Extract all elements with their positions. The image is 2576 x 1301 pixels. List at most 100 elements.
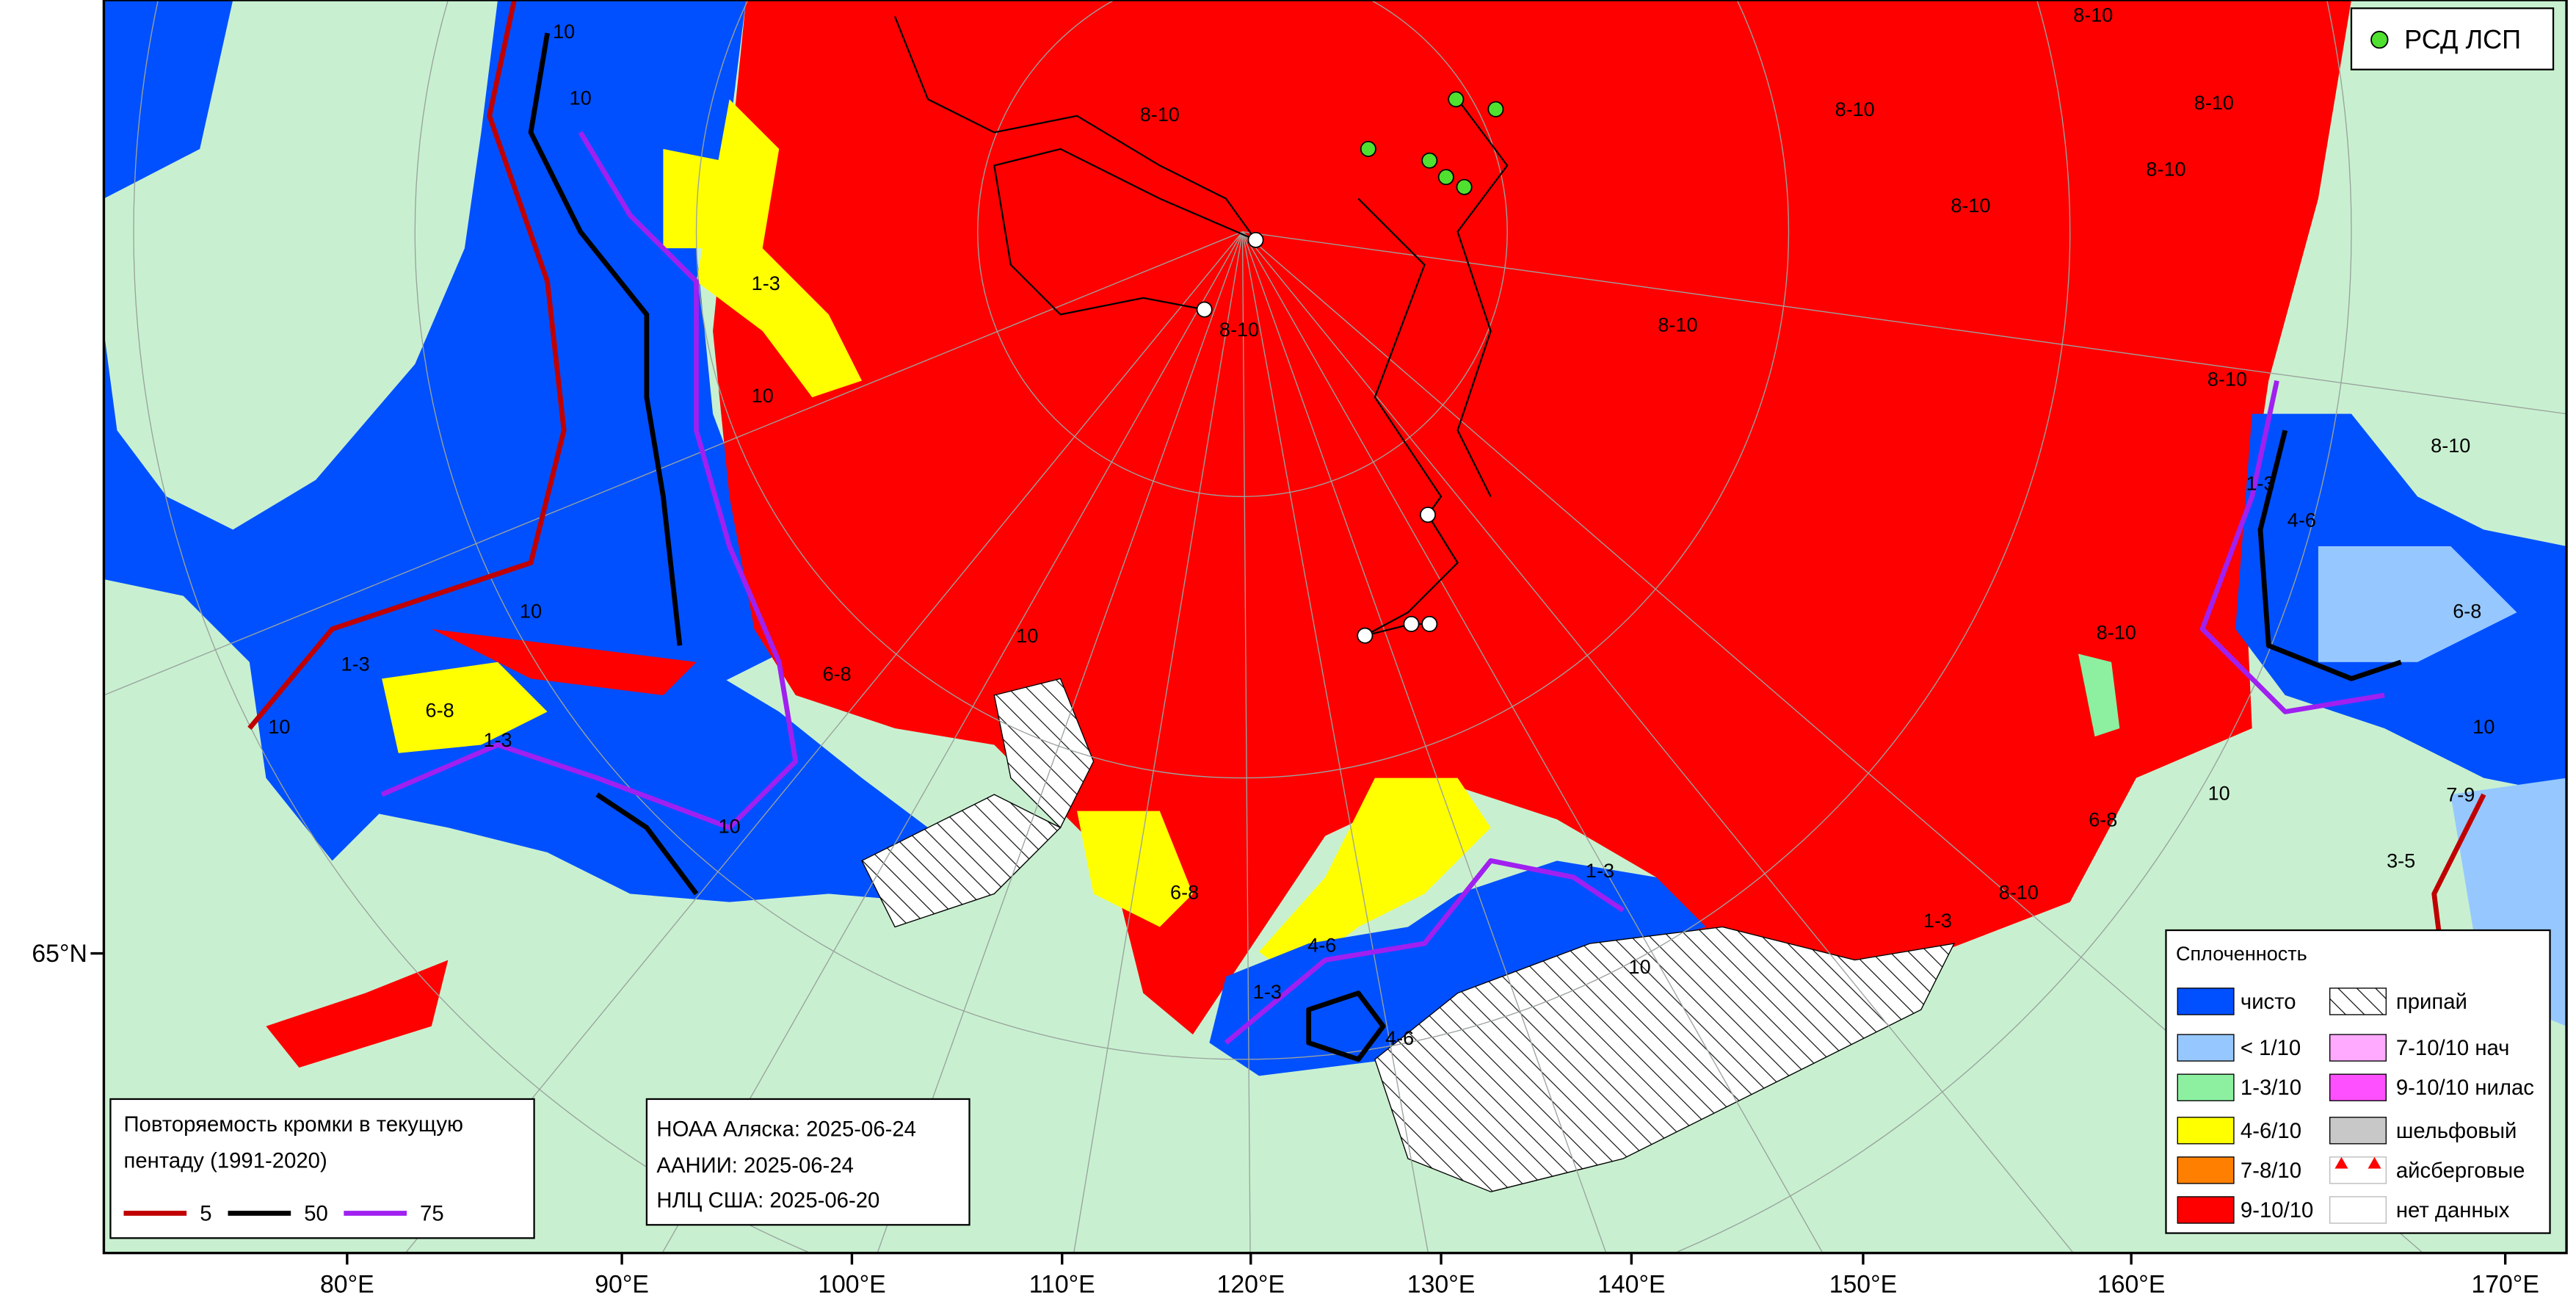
concentration-label: 10 <box>2208 782 2230 804</box>
legend-label: 9-10/10 <box>2241 1198 2313 1222</box>
x-axis-label: 100°E <box>818 1271 885 1299</box>
legend-label: 1-3/10 <box>2241 1076 2301 1100</box>
station-past <box>1196 301 1213 318</box>
ice-9-10 <box>713 0 2351 1035</box>
station-active <box>1360 140 1376 157</box>
concentration-label: 6-8 <box>2453 600 2481 622</box>
x-axis-label: 110°E <box>1029 1271 1095 1299</box>
station-active <box>1448 91 1465 108</box>
station-active <box>1421 152 1438 169</box>
concentration-label: 8-10 <box>2073 4 2113 26</box>
concentration-label: 6-8 <box>2089 808 2117 830</box>
legend-swatch-icon <box>2334 1156 2381 1169</box>
legend-swatch <box>2177 1196 2235 1224</box>
edge-line-50 <box>528 32 699 896</box>
station-past <box>1247 231 1264 248</box>
source-text: НОАА Аляска: 2025-06-24 <box>656 1117 916 1142</box>
concentration-label: 6-8 <box>1170 882 1199 904</box>
edge-line-75 <box>2199 380 2385 714</box>
open-water-laptev <box>1209 860 1706 1076</box>
concentration-label: 1-3 <box>341 653 370 675</box>
legend-swatch <box>2329 1117 2387 1145</box>
fast-ice <box>993 678 1095 829</box>
edge-line-50 <box>1306 990 1386 1062</box>
x-axis-label: 160°E <box>2097 1271 2165 1299</box>
legend-swatch <box>2329 1156 2387 1184</box>
concentration-label: 1-3 <box>483 729 512 751</box>
concentration-label: 4-6 <box>2287 509 2316 531</box>
concentration-label: 1-3 <box>1253 981 1282 1003</box>
legend-label: чисто <box>2241 990 2296 1014</box>
concentration-label: 8-10 <box>2431 435 2470 457</box>
concentration-label: 8-10 <box>1999 882 2039 904</box>
station-past <box>1421 615 1438 632</box>
concentration-label: 6-8 <box>426 700 454 722</box>
edge-line-75 <box>1224 858 1625 1045</box>
station-past <box>1419 507 1437 523</box>
legend-label: 9-10/10 нилас <box>2396 1076 2534 1100</box>
legend-label: 4-6/10 <box>2241 1119 2301 1143</box>
concentration-label: 10 <box>570 87 592 109</box>
fast-ice <box>1374 926 1956 1192</box>
source-text: ААНИИ: 2025-06-24 <box>656 1153 854 1178</box>
legend-swatch <box>2177 1034 2235 1062</box>
concentration-label: 8-10 <box>2146 158 2185 180</box>
legend-label: 7-10/10 нач <box>2396 1036 2510 1060</box>
legend-label: < 1/10 <box>2241 1036 2301 1060</box>
legend-label: шельфовый <box>2396 1119 2517 1143</box>
edge-line-75 <box>380 131 799 830</box>
concentration-label: 10 <box>520 600 542 622</box>
x-axis-label: 90°E <box>595 1271 649 1299</box>
legend-label: РСД ЛСП <box>2404 24 2521 54</box>
ice-4-6 <box>1077 811 1193 927</box>
ice-4-6 <box>663 148 747 249</box>
legend-swatch <box>2177 1073 2235 1101</box>
concentration-label: 7-9 <box>2446 784 2475 806</box>
concentration-label: 10 <box>752 385 774 407</box>
edge-legend: Повторяемость кромки в текущую пентаду (… <box>109 1098 535 1239</box>
concentration-label: 10 <box>719 815 741 837</box>
concentration-label: 10 <box>1629 956 1651 978</box>
legend-title: Повторяемость кромки в текущую <box>123 1112 462 1137</box>
edge-line-5 <box>247 0 567 731</box>
concentration-label: 8-10 <box>2097 622 2136 644</box>
legend-swatch <box>2370 30 2389 49</box>
source-text: НЛЦ США: 2025-06-20 <box>656 1188 879 1212</box>
concentration-label: 4-6 <box>1307 935 1336 957</box>
drift-tracks <box>894 16 1509 637</box>
concentration-legend: Сплоченность чисто < 1/10 1-3/10 4-6/10 7-8/… <box>2165 929 2551 1234</box>
concentration-label: 8-10 <box>2194 92 2234 114</box>
concentration-label: 8-10 <box>2207 369 2247 391</box>
legend-title: Сплоченность <box>2176 943 2307 965</box>
x-axis-label: 150°E <box>1829 1271 1897 1299</box>
ice-under-1 <box>2318 546 2517 662</box>
concentration-label: 10 <box>2472 716 2495 738</box>
concentration-label: 8-10 <box>1658 314 1697 336</box>
concentration-label: 10 <box>268 716 290 738</box>
legend-label: припай <box>2396 990 2467 1014</box>
concentration-label: 1-3 <box>1586 860 1614 882</box>
concentration-label: 1-3 <box>752 272 780 294</box>
concentration-label: 8-10 <box>1951 195 1990 217</box>
concentration-label: 6-8 <box>823 663 852 685</box>
legend-swatch <box>2329 1196 2387 1224</box>
x-axis-label: 130°E <box>1407 1271 1475 1299</box>
legend-label: 75 <box>420 1202 444 1226</box>
station-active <box>1487 101 1504 117</box>
ice-9-10 <box>431 628 697 695</box>
legend-box <box>645 1098 970 1226</box>
fast-ice <box>861 794 1062 928</box>
legend-label: 50 <box>304 1202 328 1226</box>
legend-box <box>2350 7 2555 70</box>
x-axis-label: 170°E <box>2471 1271 2539 1299</box>
stations-legend: РСД ЛСП <box>2350 7 2555 70</box>
y-axis-label: 65°N <box>32 940 87 968</box>
sources-box: НОАА Аляска: 2025-06-24 ААНИИ: 2025-06-2… <box>645 1098 970 1226</box>
concentration-label: 1-3 <box>1923 910 1952 932</box>
legend-swatch <box>2177 1117 2235 1145</box>
concentration-label: 8-10 <box>1219 319 1259 341</box>
concentration-label: 10 <box>1016 625 1038 647</box>
legend-swatch <box>2329 987 2387 1015</box>
